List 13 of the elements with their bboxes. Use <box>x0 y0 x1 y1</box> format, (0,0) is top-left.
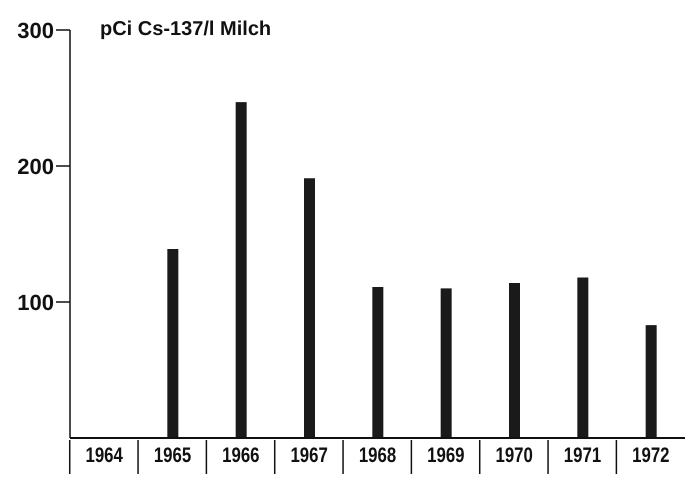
y-tick-label: 100 <box>17 290 54 315</box>
x-tick-label: 1966 <box>222 444 260 468</box>
x-tick-label: 1971 <box>564 444 602 468</box>
x-tick-label: 1967 <box>290 444 328 468</box>
x-tick-label: 1968 <box>358 444 396 468</box>
x-tick-label: 1970 <box>495 444 533 468</box>
y-axis-title: pCi Cs-137/l Milch <box>100 18 272 41</box>
y-tick-label: 300 <box>17 18 54 43</box>
x-tick-label: 1972 <box>632 444 670 468</box>
x-tick-label: 1969 <box>427 444 465 468</box>
x-tick-label: 1965 <box>154 444 192 468</box>
x-tick-label: 1964 <box>85 444 124 468</box>
y-tick-label: 200 <box>17 154 54 179</box>
